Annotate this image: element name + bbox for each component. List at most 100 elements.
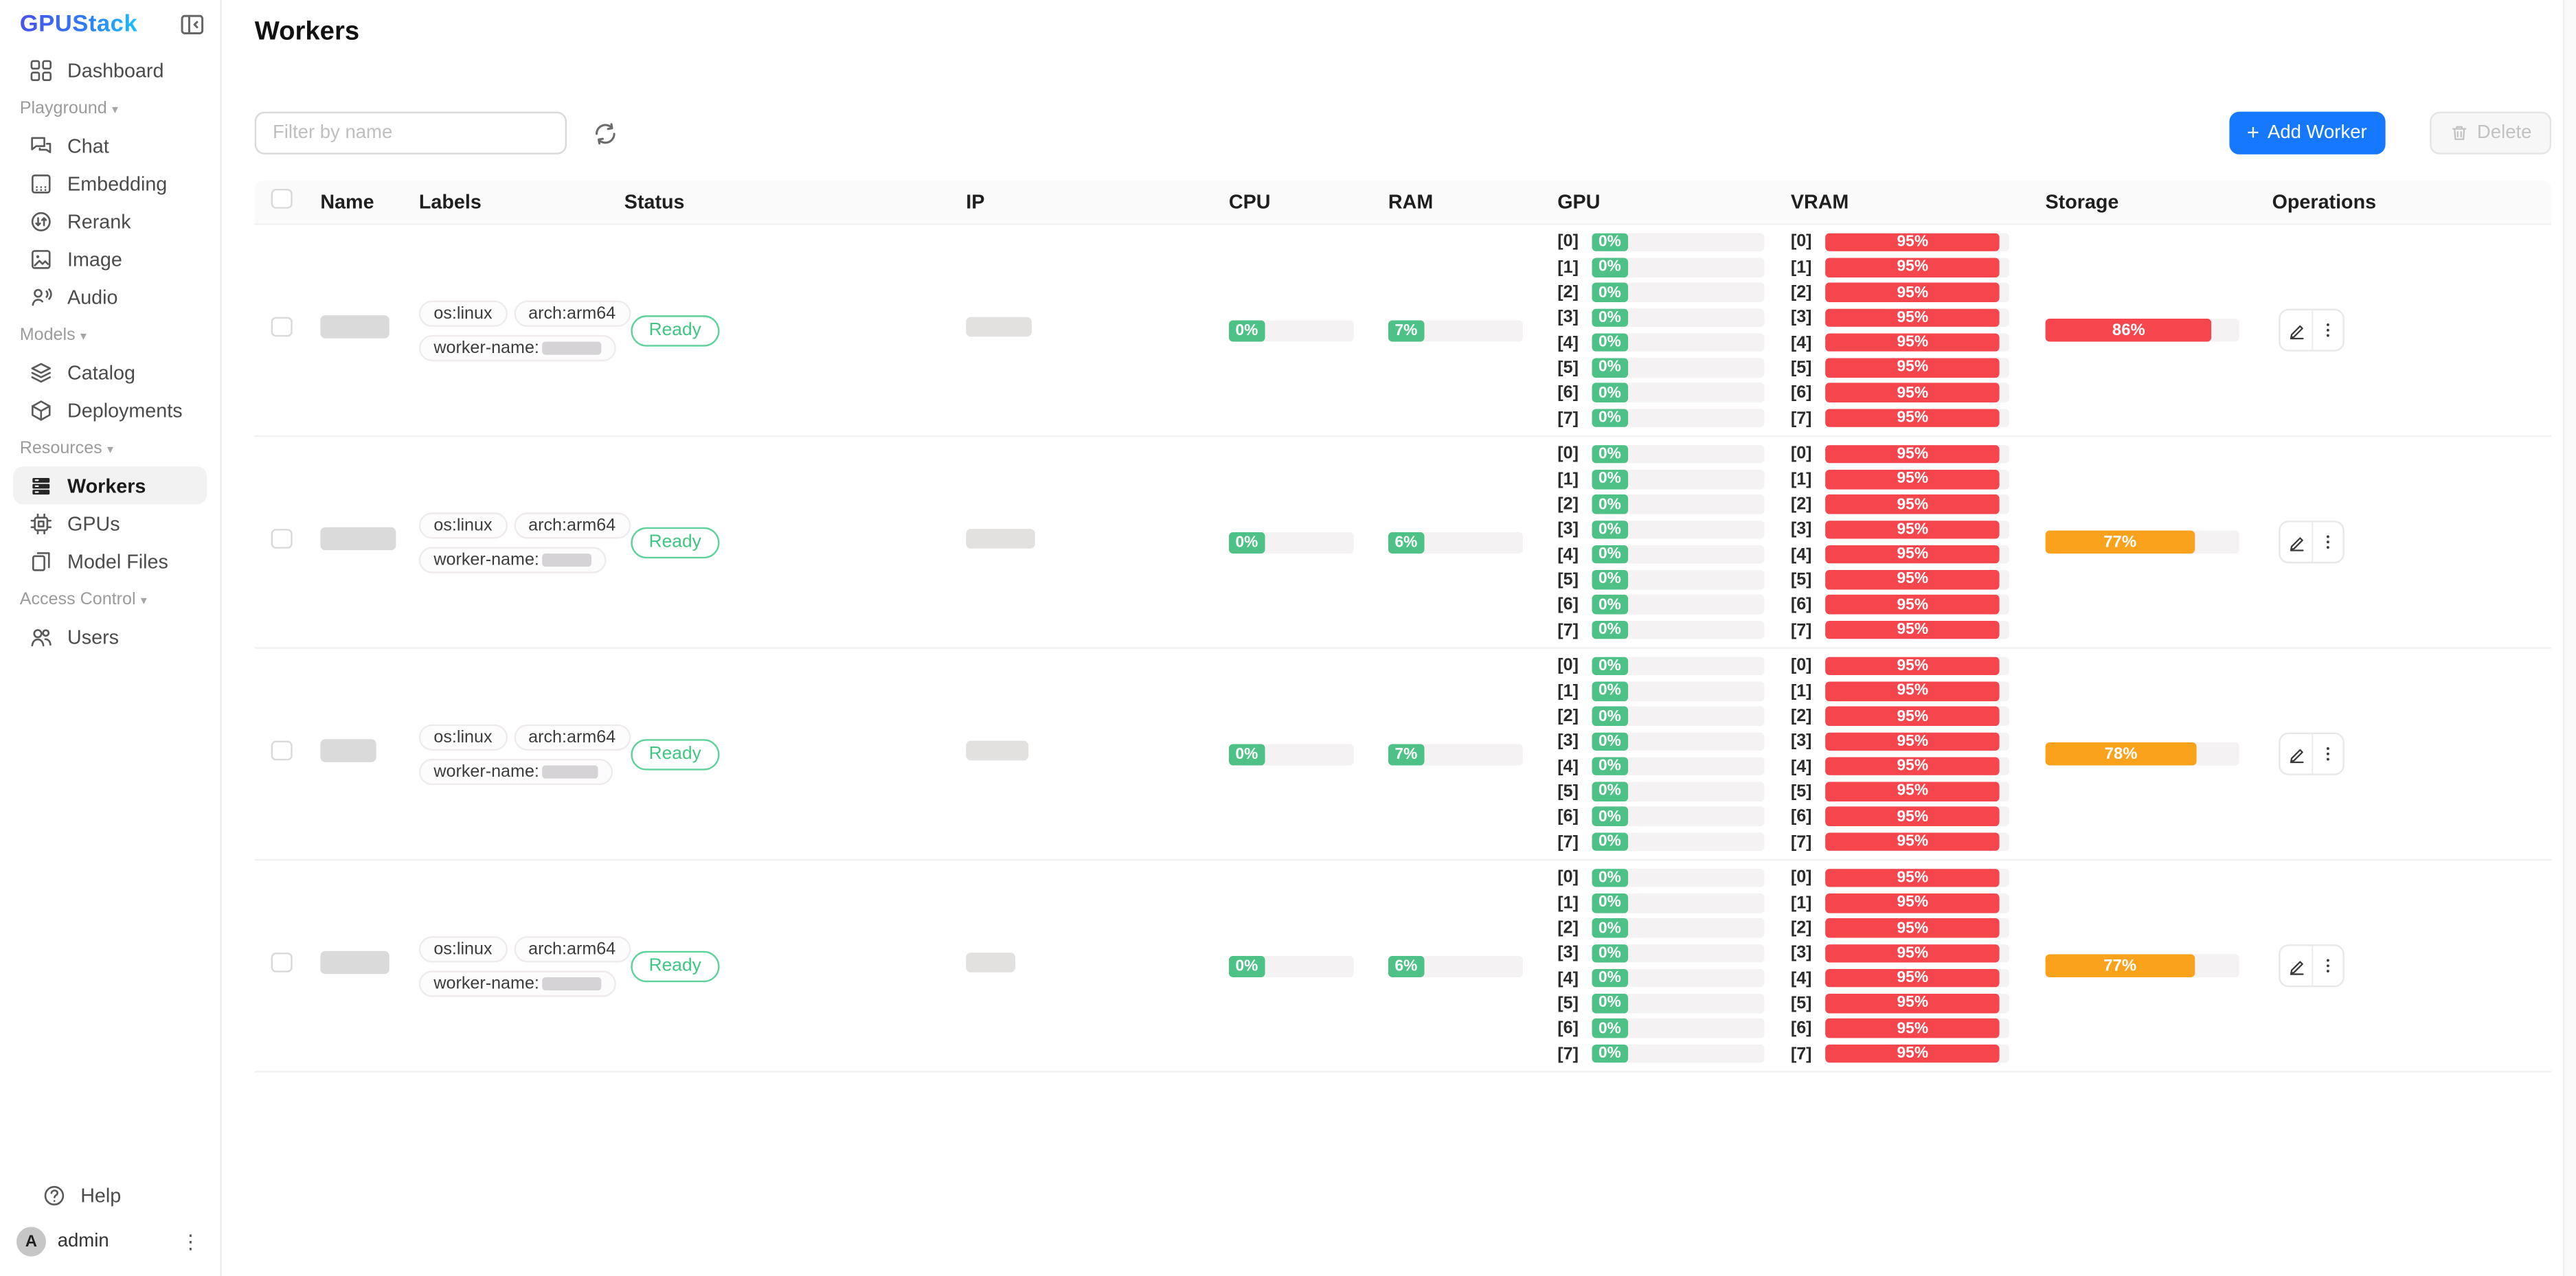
utilization-chip: 0% — [1592, 656, 1628, 676]
add-worker-button[interactable]: + Add Worker — [2228, 111, 2386, 155]
sidebar-item-users[interactable]: Users — [13, 617, 207, 655]
gpu-utilization-bar: 0% — [1592, 918, 1765, 938]
sidebar-item-embedding[interactable]: Embedding — [13, 164, 207, 202]
sidebar-collapse-icon[interactable] — [179, 12, 205, 38]
row-checkbox[interactable] — [271, 527, 292, 549]
gpu-index-label: [2] — [1557, 282, 1579, 303]
sidebar-item-label: Users — [67, 625, 120, 648]
gpu-cell: [0] 0% [1] 0% [2] 0% [3] 0% [4] 0% [5] 0% [6] 0% [7] 0% — [1557, 653, 1791, 854]
label-pill: arch:arm64 — [513, 723, 631, 750]
cpu-cell: 0% — [1228, 743, 1388, 765]
ram-cell: 7% — [1388, 319, 1557, 341]
ram-utilization-bar: 7% — [1388, 319, 1524, 341]
utilization-fill: 95% — [1825, 333, 2000, 352]
filter-by-name-input[interactable] — [254, 111, 567, 155]
vram-utilization-bar: 95% — [1825, 494, 2009, 514]
gpu-util-row: [3] 0% — [1557, 729, 1791, 754]
gpu-utilization-bar: 0% — [1592, 893, 1765, 913]
label-pill-row: os:linux arch:arm64 — [418, 723, 631, 750]
vram-util-row: [0] 95% — [1791, 653, 2046, 679]
select-all-checkbox[interactable] — [271, 187, 292, 209]
utilization-fill: 95% — [1825, 595, 2000, 615]
status-cell: Ready — [624, 314, 966, 347]
vram-index-label: [4] — [1790, 968, 1812, 988]
utilization-chip: 0% — [1592, 520, 1628, 539]
vram-utilization-bar: 95% — [1825, 944, 2009, 963]
row-checkbox[interactable] — [271, 740, 292, 761]
utilization-fill: 95% — [1825, 1018, 2000, 1038]
more-actions-button[interactable] — [2311, 522, 2342, 562]
sidebar-item-rerank[interactable]: Rerank — [13, 202, 207, 240]
utilization-chip: 6% — [1388, 955, 1424, 977]
vram-index-label: [1] — [1790, 893, 1812, 913]
sidebar-item-gpus[interactable]: GPUs — [13, 504, 207, 542]
sidebar-item-deployments[interactable]: Deployments — [13, 391, 207, 429]
vram-util-row: [4] 95% — [1791, 966, 2046, 991]
utilization-fill: 95% — [1825, 893, 2000, 913]
sidebar-item-chat[interactable]: Chat — [13, 126, 207, 164]
vram-util-row: [2] 95% — [1791, 915, 2046, 941]
edit-button[interactable] — [2281, 523, 2312, 562]
sidebar-item-model-files[interactable]: Model Files — [13, 542, 207, 580]
vram-util-row: [3] 95% — [1791, 517, 2046, 543]
image-icon — [30, 247, 52, 270]
vram-utilization-bar: 95% — [1825, 333, 2009, 352]
utilization-chip: 0% — [1592, 757, 1628, 776]
label-pill-row: os:linux arch:arm64 — [418, 511, 631, 538]
refresh-button[interactable] — [588, 117, 621, 150]
utilization-fill: 95% — [1825, 469, 2000, 489]
gpu-utilization-bar: 0% — [1592, 807, 1765, 826]
vram-index-label: [7] — [1790, 619, 1812, 640]
vram-index-label: [4] — [1790, 332, 1812, 353]
gpu-util-row: [4] 0% — [1557, 542, 1791, 567]
gpu-cell: [0] 0% [1] 0% [2] 0% [3] 0% [4] 0% [5] 0% [6] 0% [7] 0% — [1557, 229, 1791, 431]
sidebar-item-workers[interactable]: Workers — [13, 466, 207, 505]
gpu-utilization-bar: 0% — [1592, 232, 1765, 252]
utilization-chip: 0% — [1228, 531, 1265, 553]
vram-util-row: [7] 95% — [1791, 617, 2046, 643]
sidebar-section-playground[interactable]: Playground ▾ — [0, 89, 220, 126]
sidebar-item-image[interactable]: Image — [13, 240, 207, 277]
sidebar-section-resources[interactable]: Resources ▾ — [0, 429, 220, 466]
toolbar: + Add Worker Delete — [254, 111, 2552, 155]
user-menu-kebab-icon[interactable]: ⋮ — [181, 1230, 201, 1253]
sidebar-item-dashboard[interactable]: Dashboard — [13, 51, 207, 89]
more-actions-button[interactable] — [2311, 734, 2342, 774]
sidebar-item-catalog[interactable]: Catalog — [13, 353, 207, 391]
operations-button-group — [2279, 308, 2345, 352]
edit-button[interactable] — [2281, 310, 2312, 350]
gpu-utilization-bar: 0% — [1592, 494, 1765, 514]
gpu-index-label: [1] — [1557, 469, 1579, 490]
edit-button[interactable] — [2281, 946, 2312, 986]
gpu-utilization-bar: 0% — [1592, 469, 1765, 489]
redacted-ip — [966, 529, 1035, 549]
worker-name-label-pill: worker-name: — [418, 546, 607, 573]
deployments-box-icon — [30, 398, 52, 421]
sidebar-section-access-control[interactable]: Access Control ▾ — [0, 580, 220, 617]
operations-cell — [2272, 521, 2552, 564]
sidebar-item-help[interactable]: Help — [26, 1176, 194, 1214]
more-actions-button[interactable] — [2311, 946, 2342, 986]
utilization-chip: 0% — [1592, 258, 1628, 277]
column-header-gpu: GPU — [1557, 190, 1601, 214]
scrollbar[interactable] — [2562, 0, 2576, 1276]
worker-name-label-prefix: worker-name: — [433, 337, 539, 358]
edit-button[interactable] — [2281, 734, 2312, 773]
redacted-label-value — [542, 341, 602, 354]
delete-button[interactable]: Delete — [2429, 111, 2552, 155]
gpu-util-row: [2] 0% — [1557, 492, 1791, 517]
utilization-fill: 95% — [1825, 757, 2000, 776]
vram-utilization-bar: 95% — [1825, 408, 2009, 428]
gpu-util-row: [1] 0% — [1557, 466, 1791, 492]
more-actions-button[interactable] — [2311, 310, 2342, 350]
gpu-index-label: [4] — [1557, 756, 1579, 777]
row-checkbox[interactable] — [271, 316, 292, 337]
vram-util-row: [7] 95% — [1791, 1041, 2046, 1067]
sidebar-item-audio[interactable]: Audio — [13, 277, 207, 315]
operations-button-group — [2279, 521, 2345, 564]
vram-utilization-bar: 95% — [1825, 757, 2009, 776]
worker-name-label-prefix: worker-name: — [433, 549, 539, 569]
row-checkbox[interactable] — [271, 951, 292, 972]
vram-index-label: [3] — [1790, 731, 1812, 751]
sidebar-section-models[interactable]: Models ▾ — [0, 315, 220, 353]
